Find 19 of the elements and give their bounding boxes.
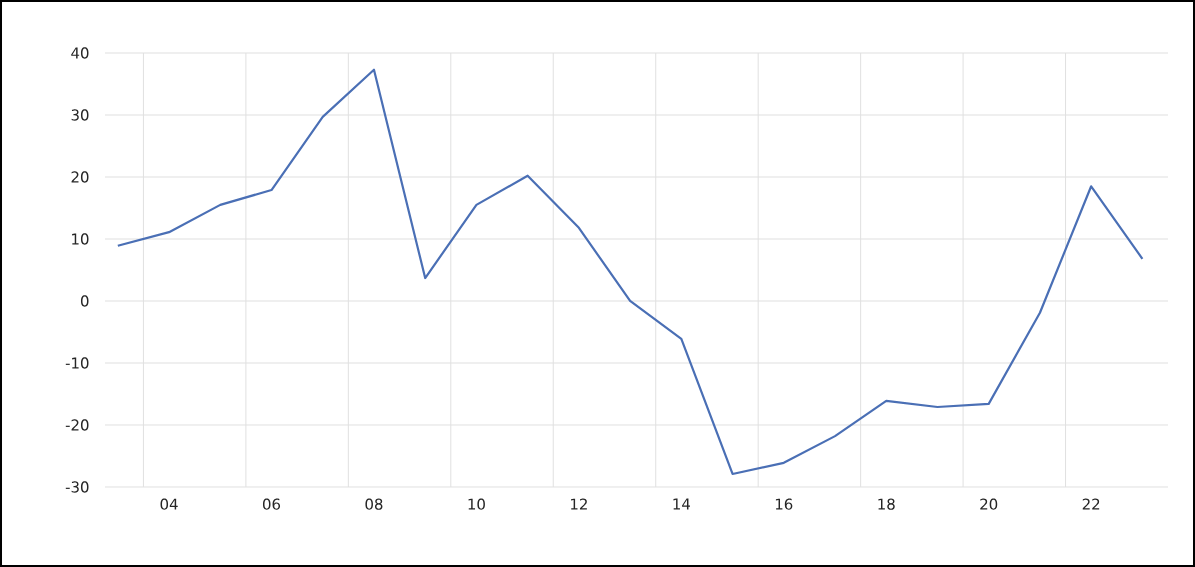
line-series [116, 68, 1144, 476]
x-tick-label: 10 [468, 498, 485, 510]
y-tick-label: 20 [71, 171, 89, 183]
x-tick-label: 08 [365, 498, 383, 510]
x-tick-label: 06 [262, 498, 281, 510]
x-tick-label: 18 [878, 498, 895, 510]
x-tick-label: 12 [571, 498, 587, 510]
x-tick-label: 22 [1082, 498, 1100, 510]
y-tick-label: -10 [65, 357, 89, 369]
y-tick-label: 40 [71, 47, 89, 59]
x-tick-label: 20 [980, 498, 998, 510]
y-tick-label: -30 [65, 481, 89, 493]
x-tick-label: 14 [673, 498, 690, 510]
y-tick-label: -20 [65, 419, 89, 431]
y-tick-label: 10 [72, 233, 89, 245]
x-tick-label: 16 [775, 498, 793, 510]
y-tick-label: 30 [71, 109, 89, 121]
x-tick-label: 04 [160, 498, 178, 510]
y-tick-label: 0 [80, 295, 89, 307]
